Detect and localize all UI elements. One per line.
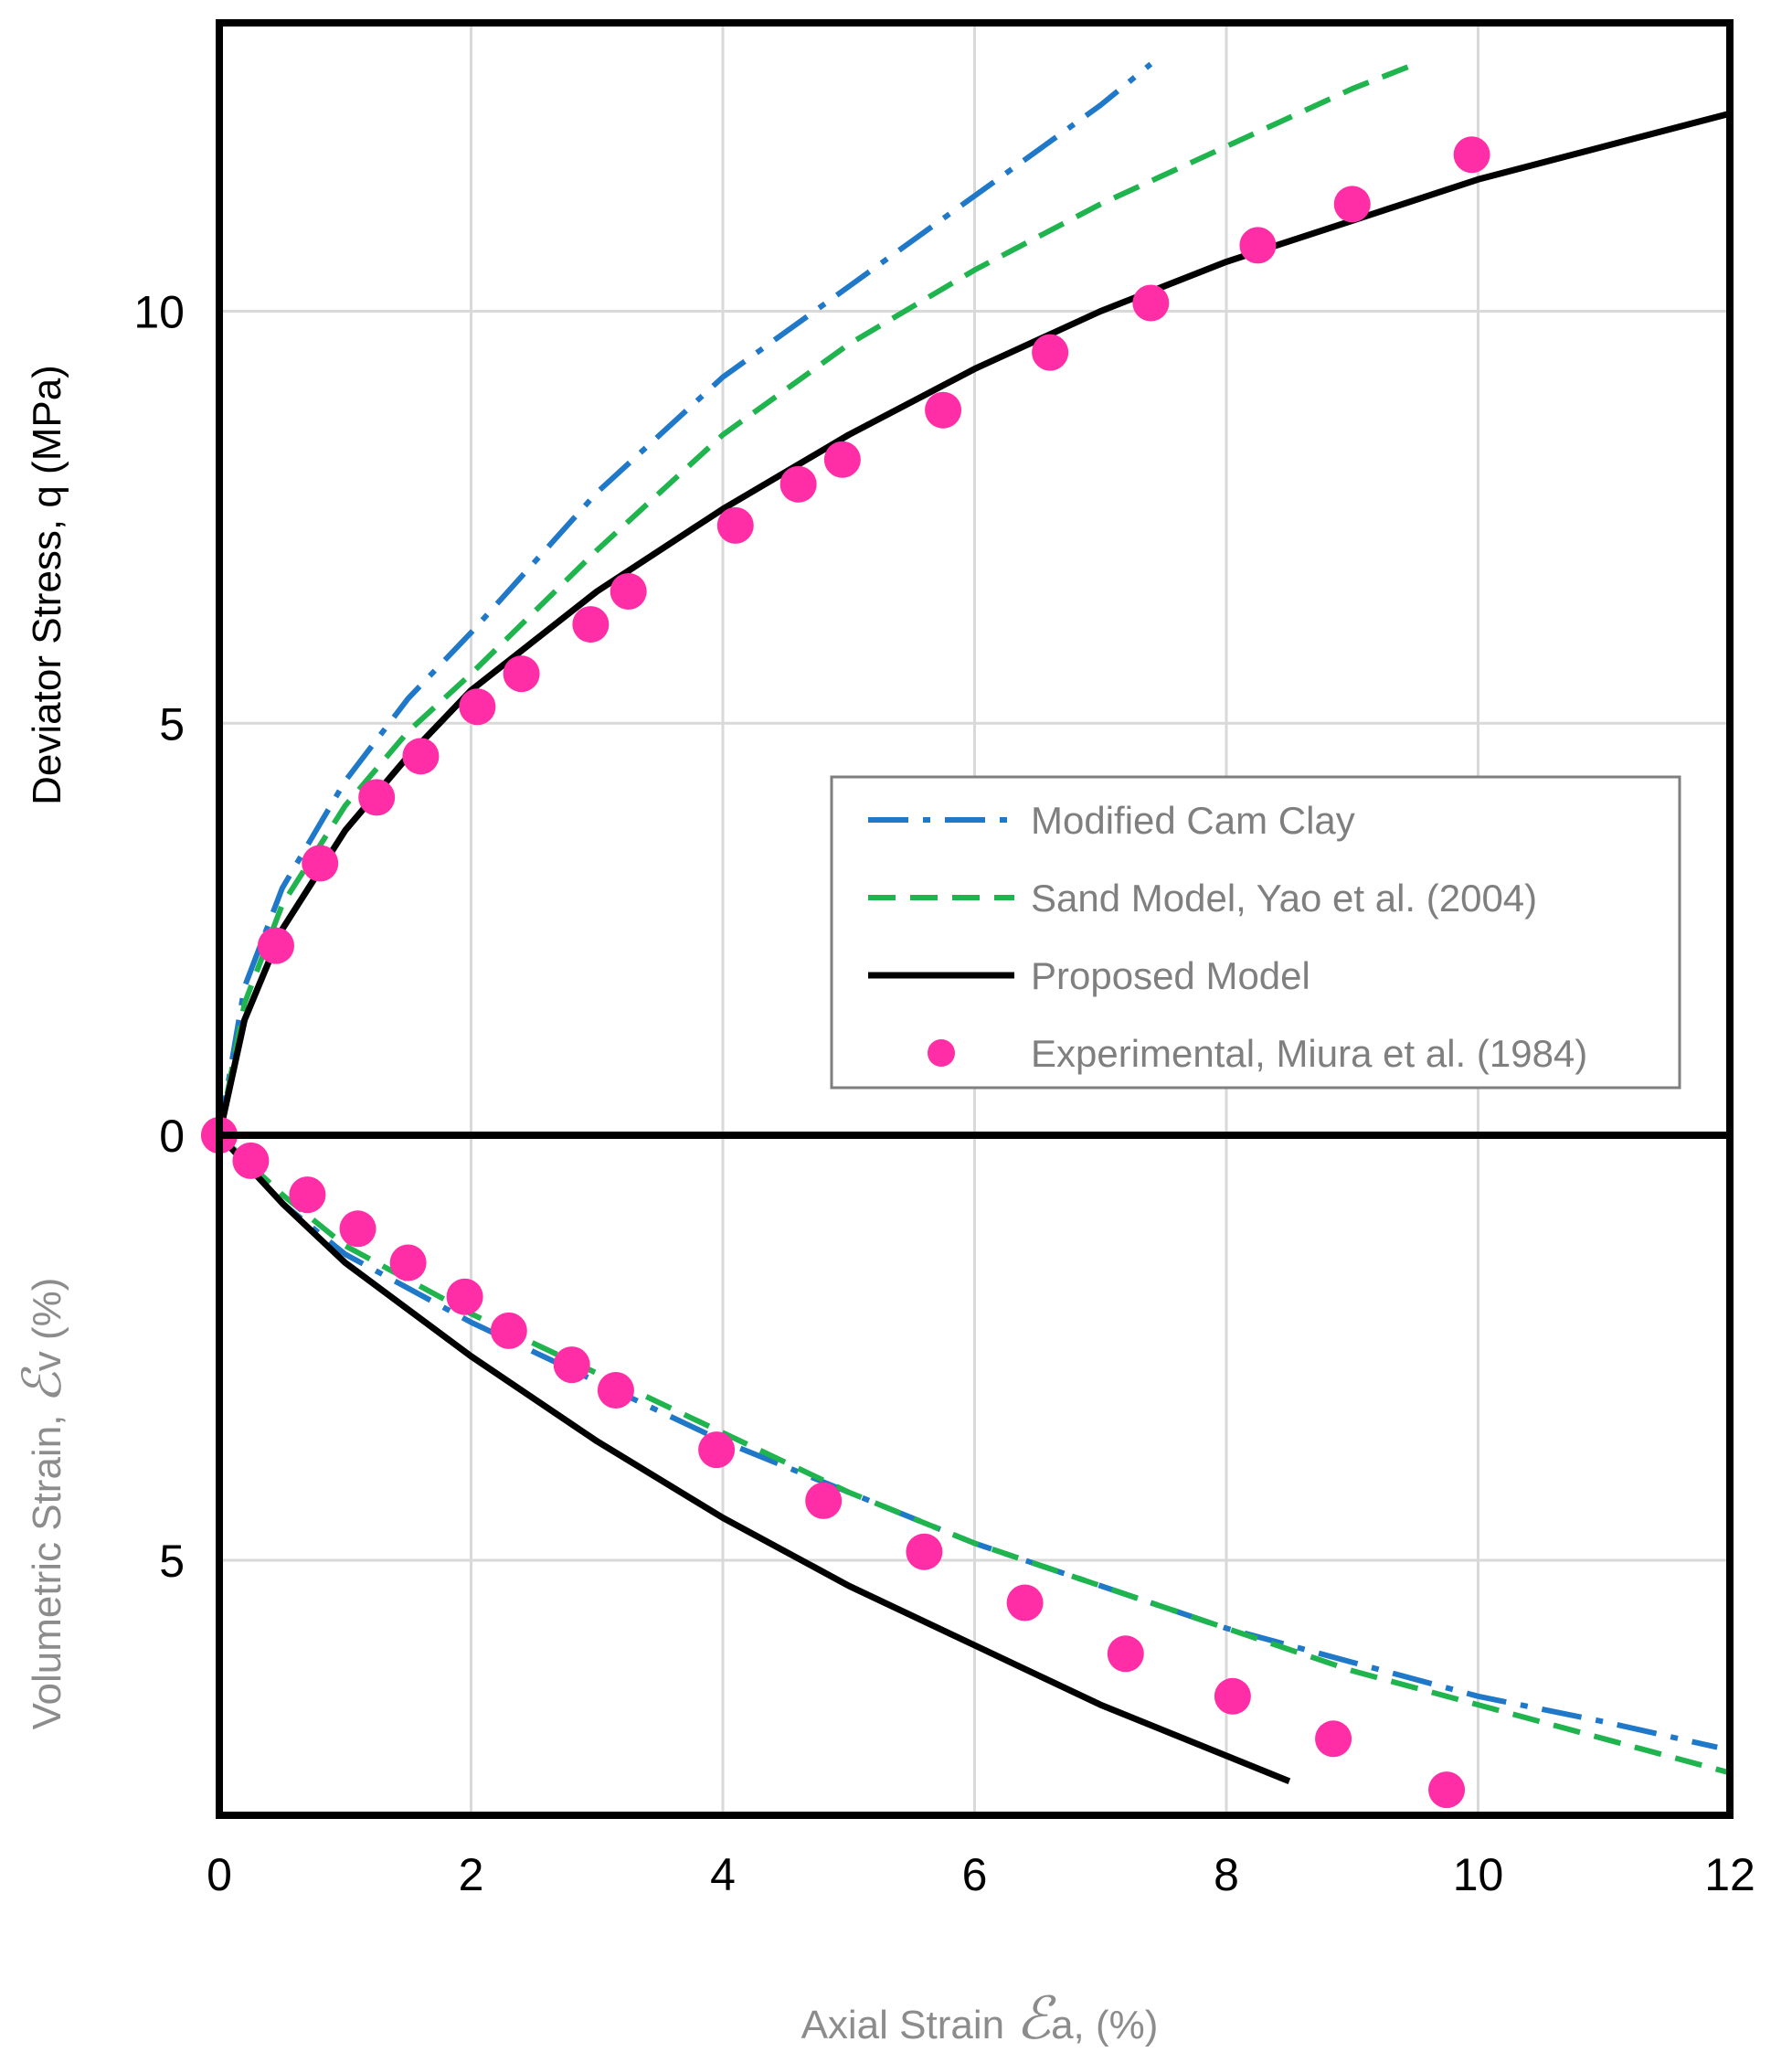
legend-label: Sand Model, Yao et al. (2004) xyxy=(1031,877,1537,920)
y-tick-label-top: 0 xyxy=(159,1111,185,1162)
deviator-experimental-point xyxy=(302,845,339,882)
volumetric-experimental-point xyxy=(698,1431,736,1469)
volumetric-experimental-point xyxy=(1107,1635,1144,1673)
legend-item-experimental: Experimental, Miura et al. (1984) xyxy=(928,1032,1587,1075)
volumetric-experimental-point xyxy=(232,1142,270,1179)
volumetric-experimental-point xyxy=(805,1482,843,1519)
volumetric-experimental-point xyxy=(1315,1720,1352,1758)
volumetric-series-sand xyxy=(219,1133,1730,1776)
x-tick-label: 12 xyxy=(1704,1849,1755,1900)
y-axis-label-volumetric-strain: Volumetric Strain, ℰv (%) xyxy=(11,1278,73,1730)
x-tick-label: 2 xyxy=(459,1849,484,1900)
y-tick-label-bottom: 5 xyxy=(159,1536,185,1587)
volumetric-experimental-point xyxy=(339,1210,376,1248)
x-tick-label: 10 xyxy=(1453,1849,1504,1900)
deviator-experimental-point xyxy=(1239,227,1277,264)
volumetric-experimental-point xyxy=(553,1346,590,1384)
legend-item-proposed: Proposed Model xyxy=(868,954,1310,997)
epsilon-symbol: ℰ xyxy=(1015,1985,1056,2053)
deviator-experimental-point xyxy=(823,441,861,478)
deviator-experimental-point xyxy=(1333,186,1371,223)
deviator-series-sand xyxy=(219,61,1416,1136)
legend-box xyxy=(830,775,1681,1090)
y-tick-label-top: 5 xyxy=(159,698,185,750)
deviator-experimental-point xyxy=(1032,334,1069,371)
y-tick-label-top: 10 xyxy=(133,287,185,338)
volumetric-series-mcc xyxy=(219,1133,1718,1750)
legend-label: Proposed Model xyxy=(1031,954,1310,997)
volumetric-experimental-point xyxy=(906,1533,943,1570)
volumetric-experimental-point xyxy=(289,1176,326,1214)
volumetric-experimental-point xyxy=(389,1244,427,1281)
deviator-experimental-point xyxy=(1132,284,1170,322)
volumetric-experimental-point xyxy=(490,1312,527,1349)
deviator-experimental-point xyxy=(402,738,440,775)
volumetric-experimental-point xyxy=(446,1278,483,1315)
legend-item-sand: Sand Model, Yao et al. (2004) xyxy=(868,877,1537,920)
epsilon-symbol: ℰ xyxy=(11,1366,73,1403)
deviator-experimental-point xyxy=(503,655,540,693)
volumetric-series-proposed xyxy=(219,1133,1291,1785)
deviator-experimental-point xyxy=(716,506,754,544)
deviator-experimental-point xyxy=(358,779,396,816)
volumetric-experimental-point xyxy=(1006,1584,1044,1622)
deviator-experimental-point xyxy=(1453,136,1490,174)
tick-labels: 0 2 4 6 8 10 12 0 5 10 5 xyxy=(133,287,1755,1900)
y-axis-label-deviator-stress: Deviator Stress, q (MPa) xyxy=(25,365,69,805)
legend-label: Modified Cam Clay xyxy=(1031,799,1355,842)
x-tick-label: 4 xyxy=(710,1849,736,1900)
legend-label: Experimental, Miura et al. (1984) xyxy=(1031,1032,1587,1075)
legend: Modified Cam Clay Sand Model, Yao et al. … xyxy=(830,775,1681,1090)
plot-border xyxy=(216,19,1734,1819)
x-axis-label: Axial Strain ℰa, (%) xyxy=(801,1985,1159,2053)
deviator-experimental-point xyxy=(257,927,294,964)
deviator-experimental-point xyxy=(572,606,610,643)
volumetric-experimental-point xyxy=(1214,1677,1251,1715)
x-tick-label: 6 xyxy=(962,1849,988,1900)
deviator-experimental-point xyxy=(925,391,962,429)
x-tick-label: 0 xyxy=(207,1849,232,1900)
deviator-experimental-point xyxy=(459,688,496,726)
deviator-experimental-point xyxy=(779,465,817,503)
legend-item-mcc: Modified Cam Clay xyxy=(868,799,1355,842)
deviator-series-mcc xyxy=(219,61,1153,1136)
x-tick-label: 8 xyxy=(1214,1849,1239,1900)
deviator-experimental-point xyxy=(610,573,647,611)
volumetric-experimental-point xyxy=(1428,1771,1466,1809)
axes-frame xyxy=(216,19,1734,1819)
legend-marker xyxy=(928,1039,955,1067)
volumetric-experimental-point xyxy=(597,1372,634,1409)
